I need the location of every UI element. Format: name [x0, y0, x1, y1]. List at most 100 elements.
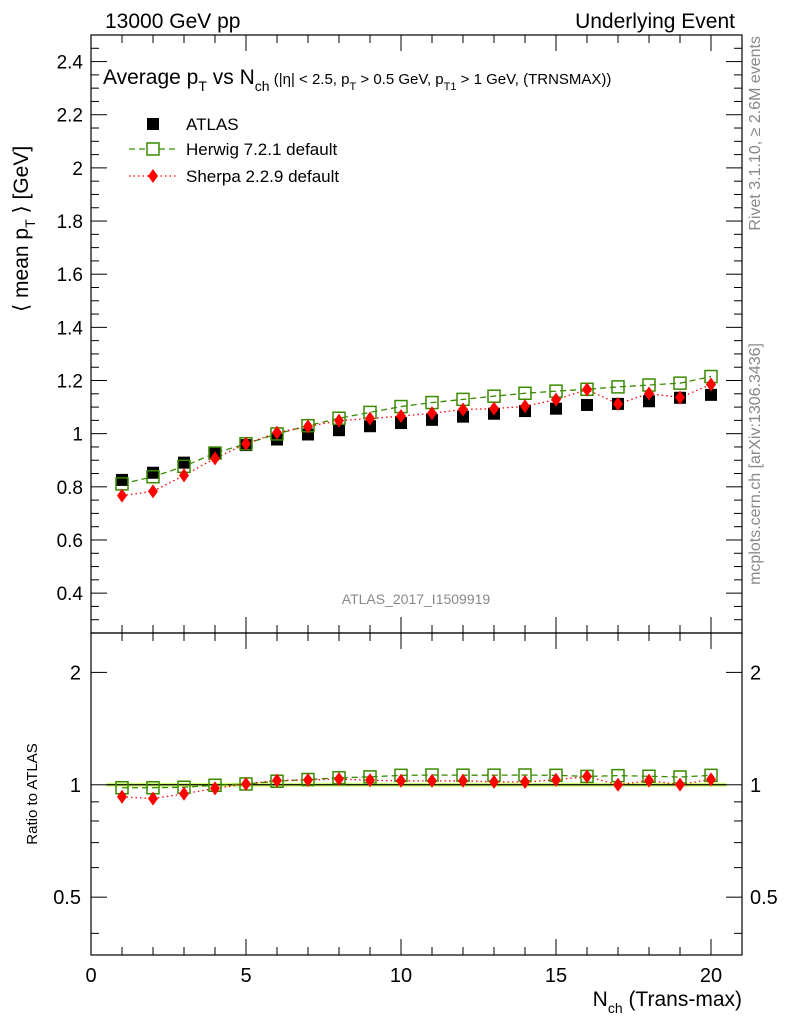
x-tick-label: 20: [700, 965, 722, 987]
legend-atlas-label: ATLAS: [186, 115, 239, 134]
herwig-point: [673, 376, 687, 390]
sherpa-point: [613, 396, 623, 411]
ratio-y-tick-label: 0.5: [53, 887, 81, 909]
ratio-y-tick-label-right: 2: [750, 662, 761, 684]
mcplots-label: mcplots.cern.ch [arXiv:1306.3436]: [747, 343, 764, 585]
ratio-sherpa-point: [334, 772, 344, 787]
ratio-sherpa-point: [272, 773, 282, 788]
rivet-label: Rivet 3.1.10, ≥ 2.6M events: [747, 36, 764, 231]
ratio-y-tick-label: 1: [70, 775, 81, 797]
legend-herwig-label: Herwig 7.2.1 default: [186, 140, 337, 159]
ratio-sherpa-point: [241, 776, 251, 791]
legend-sherpa-marker: [148, 169, 158, 183]
herwig-point: [518, 386, 532, 401]
x-axis-label: Nch (Trans-max): [593, 988, 742, 1016]
atlas-point: [116, 473, 128, 486]
sherpa-point: [148, 484, 158, 499]
ratio-y-axis-label: Ratio to ATLAS: [24, 743, 41, 844]
ratio-sherpa-point: [644, 773, 654, 788]
main-y-tick-label: 0.4: [57, 584, 84, 605]
sherpa-point: [241, 436, 251, 451]
sherpa-point: [489, 401, 499, 416]
legend-herwig-marker: [146, 142, 160, 156]
ratio-sherpa-point: [427, 773, 437, 788]
ratio-plot-frame: [90, 632, 743, 956]
herwig-point: [146, 469, 160, 484]
atlas-point: [705, 388, 717, 401]
legend-sherpa-label: Sherpa 2.2.9 default: [186, 167, 339, 186]
analysis-id: ATLAS_2017_I1509919: [342, 591, 491, 607]
sherpa-point: [458, 402, 468, 417]
main-y-tick-label: 0.6: [57, 531, 83, 552]
main-y-tick-label: 1.6: [57, 265, 83, 286]
atlas-point: [643, 395, 655, 408]
sherpa-point: [675, 390, 685, 405]
main-y-tick-label: 1.8: [57, 212, 83, 233]
sherpa-point: [520, 399, 530, 414]
main-y-tick-label: 1: [72, 425, 83, 446]
ratio-sherpa-point: [148, 791, 158, 806]
sherpa-point: [551, 392, 561, 407]
main-y-axis-label: ⟨ mean pT ⟩ [GeV]: [10, 146, 38, 312]
sherpa-point: [272, 425, 282, 440]
ratio-herwig-line: [122, 774, 712, 789]
main-axis-ticks: 0.4 0.6 0.8 1 1.2 1.4 1.6 1.8 2 2.2 2.4: [57, 34, 743, 633]
atlas-point: [457, 410, 469, 423]
ratio-sherpa-point: [613, 777, 623, 792]
main-y-tick-label: 1.4: [57, 318, 84, 339]
x-tick-label: 15: [545, 965, 567, 987]
sherpa-point: [179, 468, 189, 483]
ratio-sherpa-line: [121, 775, 712, 800]
ratio-sherpa-point: [210, 781, 220, 796]
sherpa-point: [210, 451, 220, 466]
atlas-point: [147, 466, 159, 479]
ratio-y-tick-label: 2: [70, 662, 81, 684]
ratio-y-tick-label-right: 0.5: [750, 887, 778, 909]
ratio-y-tick-label-right: 1: [750, 775, 761, 797]
ratio-sherpa-point: [489, 774, 499, 789]
ratio-sherpa-point: [582, 769, 592, 784]
ratio-sherpa-point: [365, 773, 375, 788]
ratio-axis-ticks: 0 5 10 15 20 0.5 0.5 1 1 2 2: [53, 633, 778, 987]
ratio-sherpa-point: [551, 772, 561, 787]
atlas-point: [550, 402, 562, 415]
herwig-point: [115, 477, 129, 491]
ratio-sherpa-point: [303, 772, 313, 787]
x-tick-label: 10: [390, 965, 412, 987]
sherpa-point: [303, 419, 313, 434]
ratio-sherpa-point: [458, 773, 468, 788]
sherpa-point: [365, 411, 375, 426]
x-tick-label: 0: [85, 965, 96, 987]
ratio-series-layer: [115, 768, 718, 806]
x-tick-label: 5: [240, 965, 251, 987]
sherpa-point: [396, 409, 406, 424]
header-left: 13000 GeV pp: [105, 10, 240, 33]
sherpa-point: [706, 377, 716, 392]
atlas-point: [581, 398, 593, 411]
ratio-sherpa-point: [396, 773, 406, 788]
ratio-sherpa-point: [179, 786, 189, 801]
herwig-point: [487, 389, 501, 403]
main-y-tick-label: 2: [72, 159, 83, 180]
sherpa-point: [117, 488, 127, 503]
header-right: Underlying Event: [575, 10, 735, 33]
legend: ATLAS Herwig 7.2.1 default Sherpa 2.2.9 …: [129, 115, 339, 186]
main-y-tick-label: 2.4: [57, 53, 84, 74]
ratio-uncertainty-band: [106, 782, 727, 787]
main-y-tick-label: 1.2: [57, 372, 83, 393]
sherpa-point: [427, 406, 437, 421]
ratio-sherpa-point: [675, 777, 685, 792]
sherpa-point: [644, 386, 654, 401]
ratio-sherpa-point: [117, 789, 127, 804]
herwig-point: [611, 380, 625, 394]
main-y-tick-label: 2.2: [57, 106, 83, 127]
main-series-layer: [115, 369, 718, 503]
ratio-sherpa-point: [706, 772, 716, 787]
sherpa-point: [582, 382, 592, 397]
sherpa-point: [334, 413, 344, 428]
main-y-tick-label: 0.8: [57, 478, 83, 499]
legend-atlas-marker: [147, 118, 159, 130]
ratio-sherpa-point: [520, 775, 530, 790]
atlas-point: [364, 420, 376, 433]
